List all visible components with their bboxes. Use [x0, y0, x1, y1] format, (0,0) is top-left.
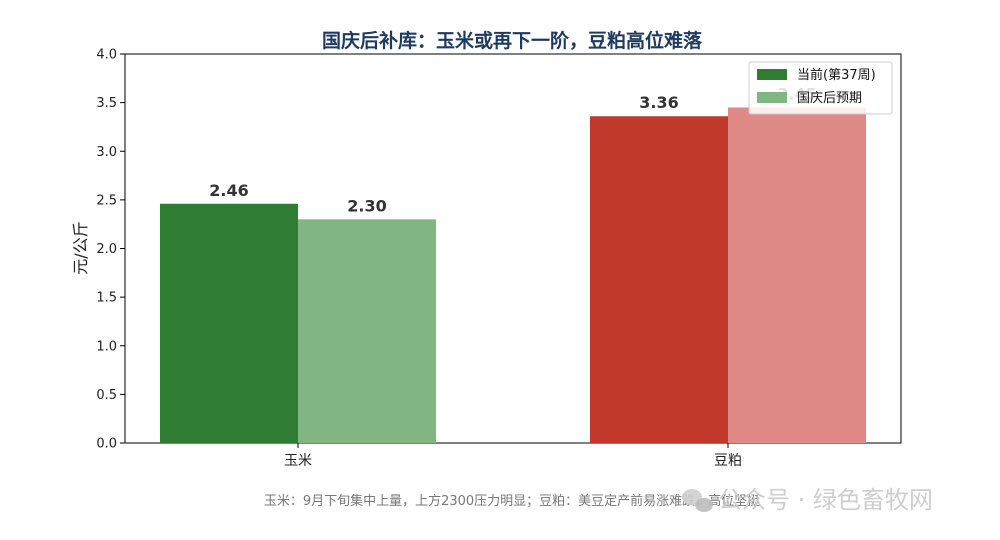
x-tick-label: 玉米 [284, 453, 312, 469]
bar [728, 107, 866, 444]
footnote: 玉米：9月下旬集中上量，上方2300压力明显；豆粕：美豆定产前易涨难跌，高位坚挺 [264, 493, 760, 509]
y-tick-label: 0.5 [96, 388, 117, 403]
legend-label-1: 国庆后预期 [797, 91, 862, 106]
y-tick-label: 3.0 [96, 145, 117, 160]
y-axis-label: 元/公斤 [71, 221, 90, 274]
bar [160, 203, 298, 443]
bars [160, 107, 866, 444]
y-tick-label: 3.5 [96, 96, 117, 111]
watermark: 公众号 · 绿色畜牧网 [682, 486, 933, 514]
chart-title: 国庆后补库：玉米或再下一阶，豆粕高位难落 [322, 29, 703, 52]
wechat-icon [682, 489, 713, 512]
legend-swatch-1 [757, 92, 787, 103]
data-label: 3.36 [639, 93, 678, 112]
y-tick-label: 4.0 [96, 48, 117, 63]
y-tick-label: 0.0 [96, 437, 117, 452]
y-axis: 0.0 0.5 1.0 1.5 2.0 2.5 3.0 3.5 4.0 [96, 48, 125, 452]
y-tick-label: 1.5 [96, 291, 117, 306]
bar [590, 116, 728, 444]
legend-label-0: 当前(第37周) [797, 67, 876, 83]
data-label: 2.30 [347, 196, 386, 215]
y-tick-label: 1.0 [96, 339, 117, 354]
data-label: 2.46 [209, 181, 248, 200]
legend: 当前(第37周) 国庆后预期 [748, 61, 893, 115]
x-axis: 玉米 豆粕 [284, 443, 742, 469]
y-tick-label: 2.5 [96, 193, 117, 208]
y-tick-label: 2.0 [96, 242, 117, 257]
watermark-text: 公众号 · 绿色畜牧网 [718, 486, 933, 514]
bar [298, 219, 436, 443]
legend-swatch-0 [757, 69, 787, 80]
x-tick-label: 豆粕 [714, 453, 742, 469]
